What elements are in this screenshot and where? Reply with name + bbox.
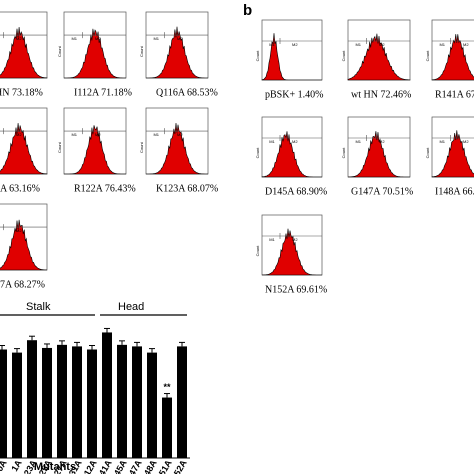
x-axis-title: Mutants: [34, 461, 76, 473]
histogram: [431, 34, 474, 81]
gate-m2: M2: [292, 42, 298, 47]
bar: [117, 344, 127, 458]
histogram: [64, 28, 126, 79]
gate-m2: M2: [379, 42, 385, 47]
histogram-caption: pBSK+ 1.40%: [265, 89, 323, 100]
bar: [42, 347, 52, 458]
histogram: [146, 122, 208, 175]
gate-m1: M1: [71, 132, 77, 137]
y-axis-label: Count: [255, 245, 260, 257]
gate-m2: M2: [16, 228, 22, 233]
bar: [162, 397, 172, 458]
gate-m1: M1: [153, 132, 159, 137]
histogram: [64, 125, 126, 175]
y-axis-label: Count: [139, 141, 144, 153]
histogram-caption: HN 73.18%: [0, 87, 43, 98]
y-axis-label: Count: [341, 50, 346, 62]
group-label: Stalk: [26, 301, 51, 313]
histogram: [347, 131, 410, 178]
gate-m1: M1: [269, 42, 275, 47]
gate-m2: M2: [95, 36, 101, 41]
histogram-caption: I112A 71.18%: [74, 87, 132, 98]
histogram-caption: K123A 68.07%: [156, 183, 218, 194]
x-tick-label: 0A: [0, 458, 9, 473]
histogram: [0, 219, 48, 271]
histogram-panel: Count M1 M2 R141A 67: [425, 19, 474, 100]
histogram-panel: Count M1 M2 wt HN 72.46%: [341, 19, 411, 100]
histogram-panel: Count M1 M2 K123A 68.07%: [139, 107, 218, 194]
gate-m1: M1: [71, 36, 77, 41]
histogram: [431, 130, 474, 178]
y-axis-label: Count: [255, 147, 260, 159]
histogram-panel: Count M1 M2 R122A 76.43%: [57, 107, 136, 194]
gate-m2: M2: [177, 36, 183, 41]
gate-m2: M2: [292, 139, 298, 144]
histogram-caption: N152A 69.61%: [265, 284, 327, 295]
gate-m2: M2: [95, 132, 101, 137]
bar: [57, 344, 67, 458]
histogram-caption: G147A 70.51%: [351, 186, 413, 197]
histogram: [0, 122, 48, 175]
gate-m2: M2: [379, 139, 385, 144]
histogram: [261, 131, 322, 178]
histogram-panel: CountM1M2HN 73.18%: [0, 11, 48, 98]
gate-m2: M2: [463, 139, 469, 144]
bar: [177, 346, 187, 458]
histogram-panel: CountM1M20A 63.16%: [0, 107, 48, 194]
gate-m2: M2: [177, 132, 183, 137]
y-axis-label: Count: [255, 50, 260, 62]
histogram-caption: R141A 67: [435, 89, 474, 100]
gate-m1: M1: [355, 42, 361, 47]
histogram-caption: wt HN 72.46%: [351, 89, 411, 100]
histogram-caption: Q116A 68.53%: [156, 87, 218, 98]
bar: [87, 349, 97, 458]
y-axis-label: Count: [57, 45, 62, 57]
histogram-panel: Count M1 M2 I112A 71.18%: [57, 11, 132, 98]
y-axis-label: Count: [139, 45, 144, 57]
bar: [27, 340, 37, 458]
y-axis-label: Count: [341, 147, 346, 159]
histogram-panel: Count M1 M2 I148A 66.: [425, 116, 474, 197]
histogram-panel: Count M1 M2 D145A 68.90%: [255, 116, 327, 197]
histogram: [261, 33, 322, 81]
significance: **: [163, 382, 171, 392]
histogram-panel: CountM1M217A 68.27%: [0, 203, 48, 290]
histogram-caption: I148A 66.: [435, 186, 474, 197]
bar: [72, 346, 82, 458]
gate-m2: M2: [16, 36, 22, 41]
gate-m1: M1: [269, 237, 275, 242]
gate-m2: M2: [16, 132, 22, 137]
bar: [132, 346, 142, 458]
histogram: [0, 26, 48, 79]
bar: [12, 352, 22, 458]
y-axis-label: Count: [425, 147, 430, 159]
histogram-caption: D145A 68.90%: [265, 186, 327, 197]
histogram: [261, 228, 322, 276]
histogram-caption: 17A 68.27%: [0, 279, 45, 290]
histogram-caption: R122A 76.43%: [74, 183, 136, 194]
bar: [102, 332, 112, 458]
histogram-panel: Count M1 M2 N152A 69.61%: [255, 214, 327, 295]
y-axis-label: Count: [425, 50, 430, 62]
histogram-panel: Count M1 M2 G147A 70.51%: [341, 116, 413, 197]
panel-label: b: [243, 2, 252, 19]
gate-m1: M1: [269, 139, 275, 144]
y-axis-label: Count: [57, 141, 62, 153]
gate-m1: M1: [355, 139, 361, 144]
bar: [147, 352, 157, 458]
gate-m1: M1: [153, 36, 159, 41]
histogram: [146, 26, 208, 79]
bar: [0, 349, 7, 458]
gate-m1: M1: [439, 139, 445, 144]
gate-m1: M1: [439, 42, 445, 47]
histogram-panel: Count M1 M2 pBSK+ 1.40%: [255, 19, 323, 100]
histogram-panel: Count M1 M2 Q116A 68.53%: [139, 11, 218, 98]
group-label: Head: [118, 301, 144, 313]
histogram: [347, 33, 411, 81]
gate-m2: M2: [463, 42, 469, 47]
gate-m2: M2: [292, 237, 298, 242]
histogram-caption: 0A 63.16%: [0, 183, 40, 194]
